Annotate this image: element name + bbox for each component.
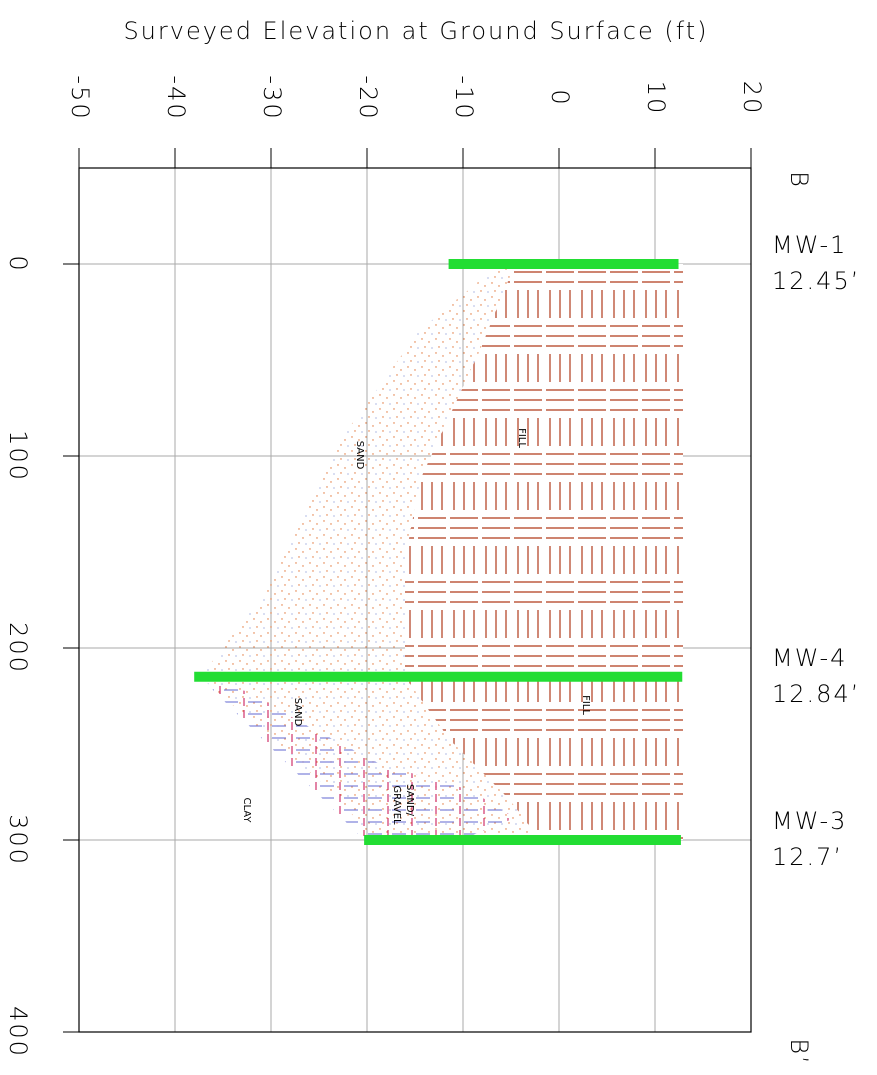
y-tick-label: 100 [4, 430, 32, 482]
section-end: B’ [785, 1038, 813, 1065]
layer-label: SAND/ [404, 784, 415, 817]
y-tick-label: 400 [4, 1006, 32, 1058]
well-elevation-label: 12.45’ [772, 267, 860, 295]
layer-label: SAND [292, 698, 303, 727]
well-name: MW-3 [772, 807, 847, 835]
well-elevation-label: 12.84’ [772, 680, 860, 708]
chart: Surveyed Elevation at Ground Surface (ft… [0, 0, 877, 1075]
y-tick-label: 300 [4, 814, 32, 866]
x-tick-label: -10 [450, 75, 478, 120]
section-start: B [785, 171, 813, 189]
x-tick-label: 10 [642, 81, 670, 116]
y-tick-label: 200 [4, 622, 32, 674]
well-elevation-label: 12.7’ [772, 843, 843, 871]
y-tick-label: 0 [4, 255, 32, 272]
layer-label: FILL [580, 695, 591, 715]
layer-label: FILL [516, 428, 527, 448]
x-tick-label: -30 [258, 75, 286, 120]
layer-label: GRAVEL [391, 785, 402, 825]
x-tick-label: -50 [66, 75, 94, 120]
x-tick-label: -40 [162, 75, 190, 120]
x-tick-label: 20 [738, 81, 766, 116]
chart-title: Surveyed Elevation at Ground Surface (ft… [123, 17, 708, 45]
x-tick-label: -20 [354, 75, 382, 120]
well-name: MW-1 [772, 231, 847, 259]
layer-label: SAND [354, 441, 365, 470]
layer-label: CLAY [241, 798, 252, 824]
x-tick-label: 0 [546, 89, 574, 106]
layers [200, 264, 683, 840]
well-name: MW-4 [772, 644, 847, 672]
